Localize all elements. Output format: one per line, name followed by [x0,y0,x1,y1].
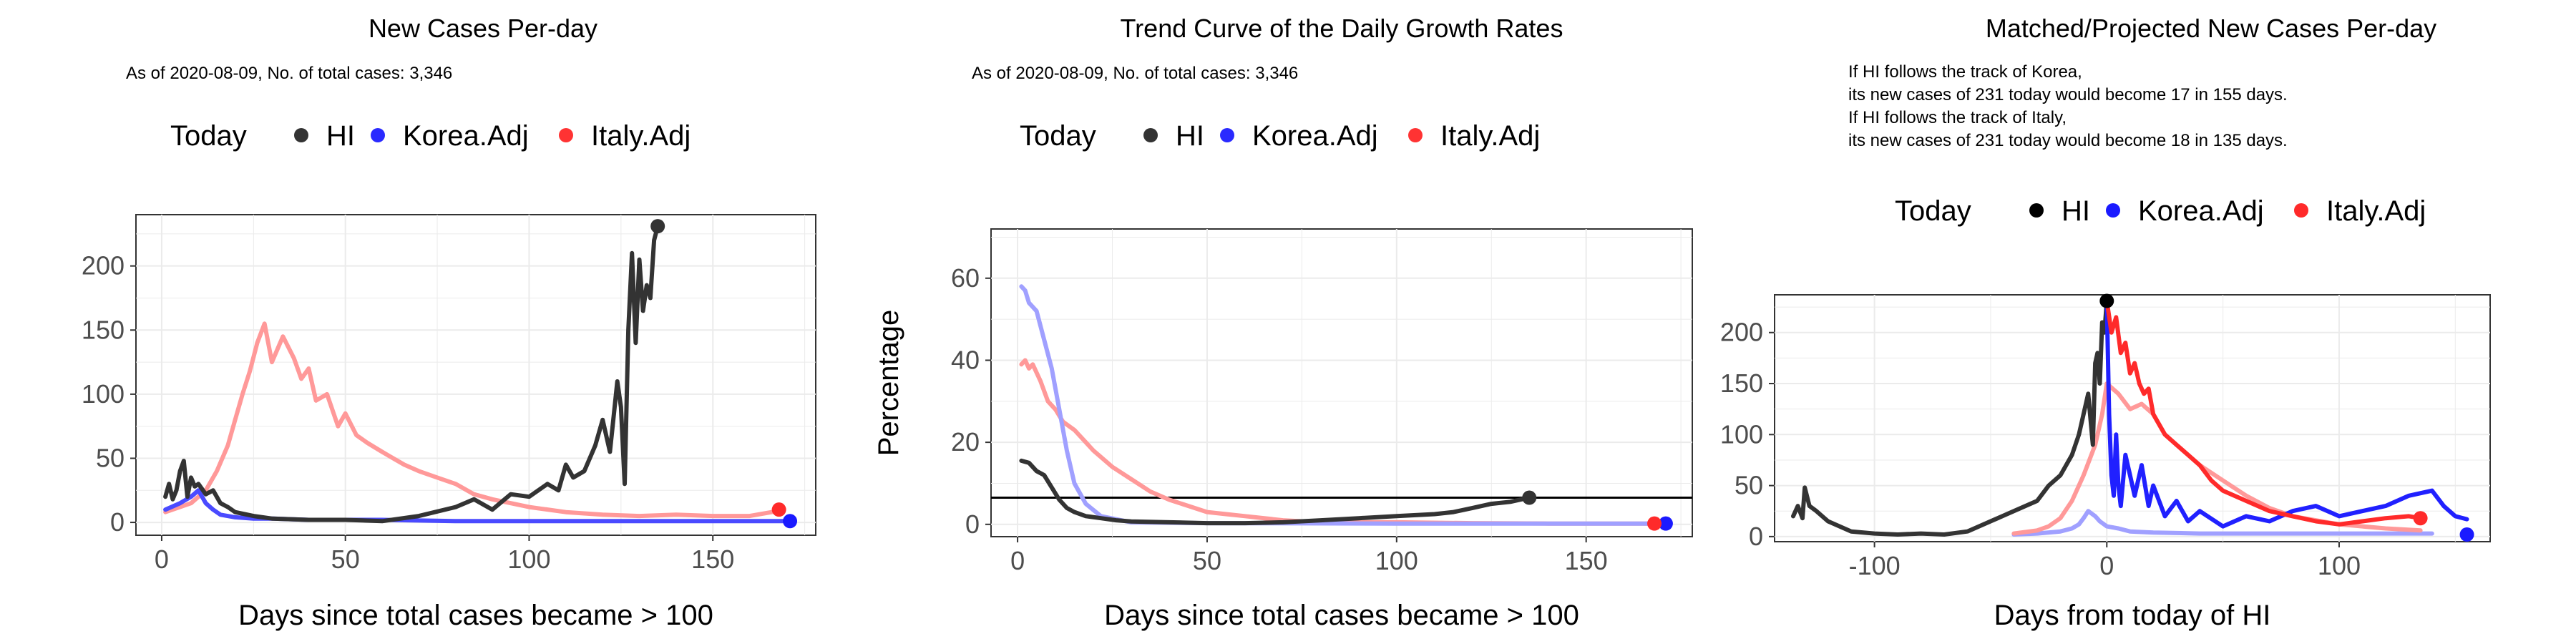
x-tick-label: 100 [507,545,550,574]
series-line [163,224,660,524]
legend-label: Korea.Adj [2138,195,2264,227]
y-tick-label: 200 [82,251,125,280]
series-lines [1019,284,1668,526]
gridlines [991,229,1692,537]
y-tick-label: 50 [96,443,125,472]
legend-title: Today [1020,120,1096,152]
chart-1: Trend Curve of the Daily Growth Rates As … [873,14,1693,631]
legend-label: HI [1176,120,1204,152]
today-point [1647,516,1662,531]
legend-label: Italy.Adj [2326,195,2426,227]
y-tick-label: 60 [951,263,980,293]
today-point [771,502,786,517]
today-points [650,219,798,529]
today-point [783,514,798,529]
x-tick-label: 50 [1193,546,1221,575]
chart-subtitle-line: its new cases of 231 today would become … [1848,85,2288,104]
legend-label: Italy.Adj [1440,120,1540,152]
x-tick-label: 0 [2099,551,2114,580]
legend: Today HI Korea.Adj Italy.Adj [1020,120,1540,152]
y-axis-label: Percentage [873,310,904,457]
plot-panel [990,228,1693,537]
today-points [2099,293,2474,542]
y-tick-label: 50 [1735,471,1763,500]
legend: Today HI Korea.Adj Italy.Adj [1895,195,2426,227]
chart-0: New Cases Per-day As of 2020-08-09, No. o… [82,14,816,631]
legend-label: Italy.Adj [591,120,691,152]
series-lines [163,224,789,524]
x-tick-label: 150 [691,545,734,574]
chart-title: New Cases Per-day [369,14,597,43]
legend-marker [2029,203,2044,218]
x-axis-label: Days from today of HI [1994,600,2271,631]
plot-panel [1774,294,2491,542]
legend-label: HI [2062,195,2090,227]
today-point [1658,516,1673,531]
today-point [2459,527,2474,542]
y-tick-label: 200 [1720,318,1763,347]
y-tick-label: 100 [1720,419,1763,449]
today-point [650,219,665,234]
chart-title: Matched/Projected New Cases Per-day [1986,14,2436,43]
legend-marker [294,128,308,142]
y-tick-label: 0 [965,509,980,539]
x-tick-label: 150 [1565,546,1608,575]
x-tick-label: -100 [1849,551,1901,580]
y-tick-label: 20 [951,427,980,457]
legend-marker [2106,203,2120,218]
series-line [2104,298,2423,527]
legend-marker [1220,128,1234,142]
series-line [1791,298,2109,537]
today-point [2099,293,2114,308]
legend-title: Today [170,120,247,152]
chart-subtitle-line: If HI follows the track of Italy, [1848,108,2067,127]
today-point [1522,490,1537,505]
series-line [163,321,781,519]
today-point [2413,511,2428,526]
chart-subtitle-line: its new cases of 231 today would become … [1848,131,2288,150]
series-lines [1791,298,2469,537]
series-line [1019,458,1532,526]
y-tick-label: 150 [82,315,125,344]
legend-marker [1408,128,1423,142]
y-tick-label: 100 [82,379,125,409]
x-tick-label: 100 [2318,551,2361,580]
x-tick-label: 100 [1375,546,1418,575]
x-axis-label: Days since total cases became > 100 [1104,600,1579,631]
series-line [2104,298,2469,529]
today-points [1522,490,1673,531]
legend-marker [1143,128,1158,142]
legend-marker [2294,203,2308,218]
y-tick-label: 0 [110,507,125,537]
plot-panel [135,214,816,536]
chart-subtitle: As of 2020-08-09, No. of total cases: 3,… [972,64,1298,83]
y-tick-label: 40 [951,345,980,374]
gridlines [136,215,816,535]
chart-subtitle: As of 2020-08-09, No. of total cases: 3,… [126,64,452,83]
legend-label: HI [326,120,355,152]
x-tick-label: 0 [1010,546,1025,575]
x-axis-label: Days since total cases became > 100 [238,600,713,631]
chart-subtitle-line: If HI follows the track of Korea, [1848,62,2082,82]
legend-title: Today [1895,195,1971,227]
legend-marker [559,128,573,142]
x-tick-label: 50 [331,545,360,574]
legend-label: Korea.Adj [1252,120,1378,152]
y-tick-label: 0 [1749,522,1763,551]
chart-2: Matched/Projected New Cases Per-day If HI… [1720,14,2491,631]
y-tick-label: 150 [1720,369,1763,398]
legend-label: Korea.Adj [403,120,529,152]
legend: Today HI Korea.Adj Italy.Adj [170,120,691,152]
chart-title: Trend Curve of the Daily Growth Rates [1121,14,1563,43]
x-tick-label: 0 [155,545,169,574]
legend-marker [371,128,385,142]
series-line [2011,509,2434,537]
